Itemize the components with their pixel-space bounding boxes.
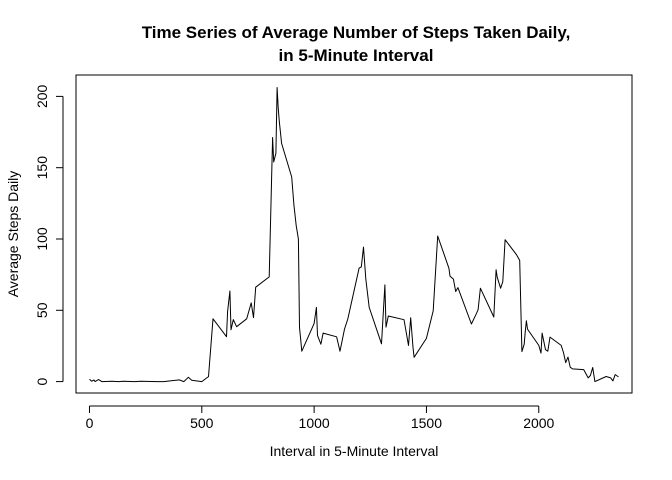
series-line	[89, 87, 619, 383]
chart-title-line-1: Time Series of Average Number of Steps T…	[142, 23, 571, 42]
x-tick-label: 500	[190, 415, 214, 431]
x-tick-label: 1000	[299, 415, 330, 431]
x-tick-label: 2000	[523, 415, 554, 431]
y-tick-label: 50	[34, 302, 50, 318]
plot-frame	[75, 74, 633, 394]
x-axis-label: Interval in 5-Minute Interval	[270, 443, 439, 459]
y-axis: 0 50 100 150 200	[34, 84, 64, 385]
x-tick-label: 0	[86, 415, 94, 431]
y-tick-label: 200	[34, 84, 50, 108]
y-tick-label: 150	[34, 156, 50, 180]
x-axis: 0 500 1000 1500 2000	[86, 405, 555, 431]
y-tick-label: 100	[34, 227, 50, 251]
data-layer	[89, 87, 619, 383]
x-tick-label: 1500	[411, 415, 442, 431]
y-axis-label: Average Steps Daily	[5, 171, 21, 298]
y-tick-label: 0	[34, 377, 50, 385]
chart-title-line-2: in 5-Minute Interval	[279, 46, 434, 65]
